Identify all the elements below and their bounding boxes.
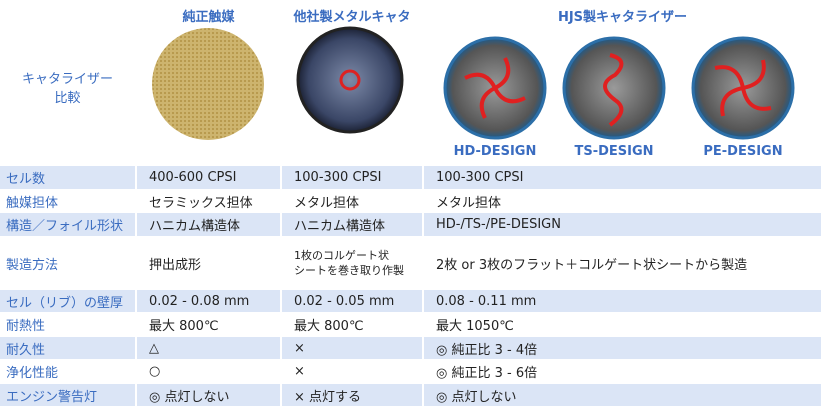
row-label: 浄化性能 — [6, 366, 59, 381]
column-title: 純正触媒 — [182, 10, 235, 25]
row-label: セル（リブ）の壁厚 — [0, 290, 135, 312]
design-label: TS-DESIGN — [574, 144, 654, 159]
table-cell: 400-600 CPSI — [137, 166, 280, 189]
table-cell: △ — [137, 337, 280, 359]
row-label: 耐熱性 — [6, 319, 46, 334]
design-label: PE-DESIGN — [703, 144, 783, 159]
table-cell: 最大 800℃ — [149, 319, 219, 334]
corner-label: キャタライザー 比較 — [0, 68, 135, 106]
column-title: 他社製メタルキャタ — [293, 10, 411, 25]
table-cell: HD-/TS-/PE-DESIGN — [424, 213, 821, 236]
metal-image — [296, 26, 404, 134]
table-cell: 1枚のコルゲート状シートを巻き取り作製 — [282, 237, 422, 289]
table-cell: メタル担体 — [436, 195, 502, 211]
row-label: セル数 — [0, 166, 135, 189]
header-images — [152, 26, 795, 140]
table-cell: ◎ 純正比 3 - 4倍 — [424, 337, 821, 359]
table-cell: 最大 800℃ — [294, 319, 364, 334]
table-cell: 2枚 or 3枚のフラット＋コルゲート状シートから製造 — [436, 257, 748, 273]
row-label: 耐久性 — [0, 337, 135, 359]
table-cell: 0.08 - 0.11 mm — [424, 290, 821, 312]
row-label: 製造方法 — [6, 257, 59, 273]
table-cell: 0.02 - 0.08 mm — [137, 290, 280, 312]
table-cell: ◎ 点灯しない — [137, 384, 280, 406]
cell-line: 1枚のコルゲート状 — [294, 249, 389, 262]
table-cell: ハニカム構造体 — [137, 213, 280, 236]
table-cell: × — [294, 364, 305, 379]
table-cell: ハニカム構造体 — [282, 213, 422, 236]
design-label: HD-DESIGN — [453, 144, 537, 159]
table-cell: 最大 1050℃ — [436, 319, 514, 334]
cell-line: シートを巻き取り作製 — [294, 264, 404, 277]
row-label: 構造／フォイル形状 — [0, 213, 135, 236]
table-cell: × — [282, 337, 422, 359]
hjs-images — [443, 36, 795, 140]
row-label: 触媒担体 — [6, 195, 59, 211]
table-cell: 100-300 CPSI — [424, 166, 821, 189]
table-cell: ○ — [149, 364, 161, 379]
ceramic-image — [152, 28, 264, 140]
row-label: エンジン警告灯 — [0, 384, 135, 406]
table-cell: 押出成形 — [149, 257, 202, 273]
corner-line: キャタライザー — [21, 72, 113, 87]
corner-line: 比較 — [54, 91, 81, 106]
table-cell: メタル担体 — [294, 195, 360, 211]
table-cell: ◎ 点灯しない — [424, 384, 821, 406]
table-cell: セラミックス担体 — [149, 195, 253, 211]
table-cell: 100-300 CPSI — [282, 166, 422, 189]
table-cell: ◎ 純正比 3 - 6倍 — [436, 366, 538, 381]
table-cell: 0.02 - 0.05 mm — [282, 290, 422, 312]
table-cell: × 点灯する — [282, 384, 422, 406]
column-title: HJS製キャタライザー — [557, 10, 688, 25]
